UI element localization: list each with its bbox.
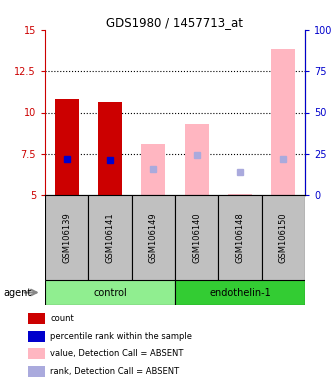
Bar bbox=[218, 195, 262, 280]
Text: control: control bbox=[93, 288, 127, 298]
Bar bbox=[271, 49, 295, 195]
Text: GSM106141: GSM106141 bbox=[106, 212, 115, 263]
Text: GSM106148: GSM106148 bbox=[235, 212, 245, 263]
Text: GSM106149: GSM106149 bbox=[149, 212, 158, 263]
Text: endothelin-1: endothelin-1 bbox=[209, 288, 271, 298]
Bar bbox=[28, 313, 45, 324]
Bar bbox=[55, 99, 78, 195]
Text: value, Detection Call = ABSENT: value, Detection Call = ABSENT bbox=[50, 349, 184, 358]
Text: GSM106150: GSM106150 bbox=[279, 212, 288, 263]
Title: GDS1980 / 1457713_at: GDS1980 / 1457713_at bbox=[107, 16, 244, 29]
Bar bbox=[28, 348, 45, 359]
Bar bbox=[98, 102, 122, 195]
Text: rank, Detection Call = ABSENT: rank, Detection Call = ABSENT bbox=[50, 367, 179, 376]
Text: agent: agent bbox=[3, 288, 31, 298]
Bar bbox=[28, 366, 45, 377]
Bar bbox=[45, 195, 88, 280]
Bar bbox=[175, 195, 218, 280]
Text: percentile rank within the sample: percentile rank within the sample bbox=[50, 332, 192, 341]
Bar bbox=[88, 195, 132, 280]
Bar bbox=[175, 280, 305, 305]
Bar bbox=[45, 280, 175, 305]
Text: GSM106139: GSM106139 bbox=[62, 212, 71, 263]
Bar bbox=[141, 144, 165, 195]
Bar bbox=[262, 195, 305, 280]
Bar bbox=[228, 194, 252, 195]
Bar bbox=[28, 331, 45, 342]
Text: GSM106140: GSM106140 bbox=[192, 212, 201, 263]
Bar bbox=[185, 124, 209, 195]
Bar bbox=[132, 195, 175, 280]
Text: count: count bbox=[50, 314, 74, 323]
